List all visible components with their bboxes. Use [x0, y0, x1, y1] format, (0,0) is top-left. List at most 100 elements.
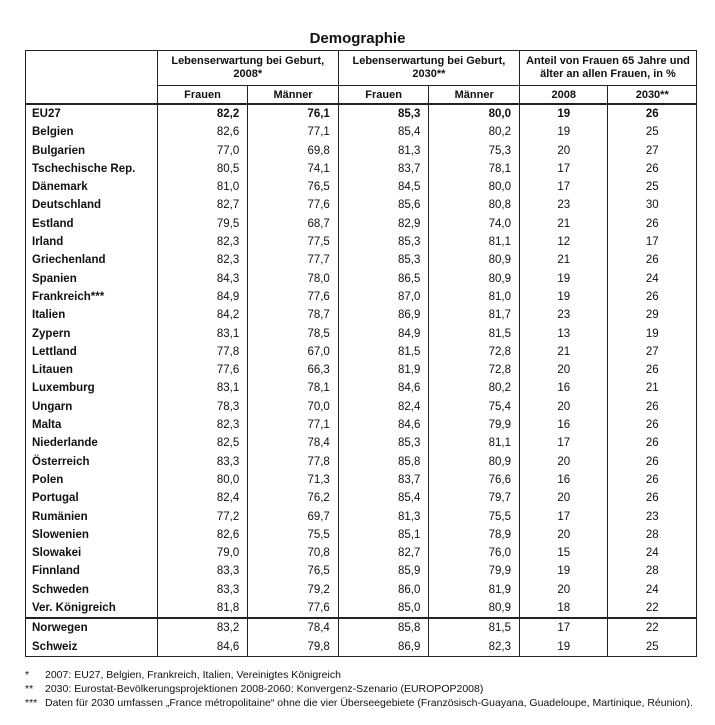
value-cell: 81,8: [156, 599, 249, 619]
country-cell: Bulgarien: [25, 141, 158, 160]
value-cell: 83,2: [156, 617, 249, 638]
value-cell: 27: [607, 342, 697, 362]
value-cell: 21: [518, 251, 609, 270]
table-row: Deutschland 82,7 77,6 85,6 80,8 23 30: [25, 196, 697, 215]
value-cell: 80,8: [428, 196, 520, 215]
value-cell: 69,8: [247, 141, 339, 160]
value-cell: 85,9: [337, 562, 430, 581]
value-cell: 25: [607, 637, 697, 657]
table-row: Niederlande 82,5 78,4 85,3 81,1 17 26: [25, 434, 697, 453]
value-cell: 77,6: [156, 361, 249, 380]
value-cell: 80,9: [428, 251, 520, 270]
table-row: Ver. Königreich 81,8 77,6 85,0 80,9 18 22: [25, 599, 697, 619]
value-cell: 26: [607, 416, 697, 435]
value-cell: 78,4: [247, 434, 339, 453]
value-cell: 81,0: [156, 178, 249, 197]
value-cell: 84,6: [337, 416, 430, 435]
value-cell: 78,4: [247, 617, 339, 638]
value-cell: 13: [518, 324, 609, 343]
country-cell: Estland: [25, 214, 158, 234]
value-cell: 81,0: [428, 287, 520, 307]
value-cell: 84,3: [156, 269, 249, 288]
value-cell: 70,0: [247, 397, 339, 417]
value-cell: 21: [607, 379, 697, 398]
country-cell: Ver. Königreich: [25, 599, 158, 619]
subheader-women-2008: Frauen: [156, 85, 249, 105]
value-cell: 75,3: [428, 141, 520, 160]
value-cell: 81,5: [337, 342, 430, 362]
value-cell: 86,9: [337, 637, 430, 657]
country-cell: Ungarn: [25, 397, 158, 417]
value-cell: 84,2: [156, 306, 249, 325]
value-cell: 77,1: [247, 416, 339, 435]
value-cell: 82,3: [156, 416, 249, 435]
table-row: Belgien 82,6 77,1 85,4 80,2 19 25: [25, 123, 697, 142]
value-cell: 24: [607, 544, 697, 563]
value-cell: 21: [518, 342, 609, 362]
value-cell: 16: [518, 470, 609, 490]
value-cell: 84,6: [156, 637, 249, 657]
country-cell: Lettland: [25, 342, 158, 362]
value-cell: 78,9: [428, 525, 520, 545]
value-cell: 20: [518, 397, 609, 417]
value-cell: 78,5: [247, 324, 339, 343]
value-cell: 29: [607, 306, 697, 325]
header-women-65-share: Anteil von Frauen 65 Jahre und älter an …: [518, 50, 698, 86]
footnote: ** 2030: Eurostat-Bevölkerungsprojektione…: [25, 683, 484, 695]
value-cell: 76,2: [247, 489, 339, 508]
footnote: *** Daten für 2030 umfassen „France métro…: [25, 697, 693, 709]
value-cell: 17: [518, 178, 609, 197]
value-cell: 79,8: [247, 637, 339, 657]
value-cell: 72,8: [428, 361, 520, 380]
table-row: Frankreich*** 84,9 77,6 87,0 81,0 19 26: [25, 287, 697, 307]
value-cell: 84,5: [337, 178, 430, 197]
value-cell: 76,6: [428, 470, 520, 490]
value-cell: 26: [607, 159, 697, 179]
value-cell: 20: [518, 452, 609, 471]
table-row: Spanien 84,3 78,0 86,5 80,9 19 24: [25, 269, 697, 288]
country-cell: Rumänien: [25, 507, 158, 526]
country-cell: Finnland: [25, 562, 158, 581]
value-cell: 22: [607, 599, 697, 619]
value-cell: 20: [518, 361, 609, 380]
value-cell: 85,3: [337, 233, 430, 252]
country-cell: Luxemburg: [25, 379, 158, 398]
value-cell: 82,2: [156, 102, 249, 124]
value-cell: 74,0: [428, 214, 520, 234]
value-cell: 80,0: [428, 102, 520, 124]
value-cell: 86,0: [337, 580, 430, 600]
value-cell: 20: [518, 580, 609, 600]
value-cell: 68,7: [247, 214, 339, 234]
value-cell: 76,1: [247, 102, 339, 124]
value-cell: 77,2: [156, 507, 249, 526]
table-row: Norwegen 83,2 78,4 85,8 81,5 17 22: [25, 617, 697, 638]
value-cell: 83,1: [156, 324, 249, 343]
table-row: Irland 82,3 77,5 85,3 81,1 12 17: [25, 233, 697, 252]
country-header-cell: [25, 50, 158, 105]
country-cell: EU27: [25, 102, 158, 124]
value-cell: 85,3: [337, 102, 430, 124]
value-cell: 26: [607, 489, 697, 508]
value-cell: 76,0: [428, 544, 520, 563]
country-cell: Polen: [25, 470, 158, 490]
value-cell: 82,5: [156, 434, 249, 453]
value-cell: 81,5: [428, 324, 520, 343]
table-row: EU27 82,2 76,1 85,3 80,0 19 26: [25, 102, 697, 124]
country-cell: Griechenland: [25, 251, 158, 270]
value-cell: 80,5: [156, 159, 249, 179]
value-cell: 83,3: [156, 580, 249, 600]
value-cell: 77,0: [156, 141, 249, 160]
value-cell: 84,6: [337, 379, 430, 398]
value-cell: 17: [518, 507, 609, 526]
value-cell: 78,1: [428, 159, 520, 179]
value-cell: 81,1: [428, 434, 520, 453]
value-cell: 17: [518, 159, 609, 179]
table-row: Luxemburg 83,1 78,1 84,6 80,2 16 21: [25, 379, 697, 398]
value-cell: 76,5: [247, 562, 339, 581]
value-cell: 26: [607, 287, 697, 307]
table-row: Ungarn 78,3 70,0 82,4 75,4 20 26: [25, 397, 697, 417]
value-cell: 81,1: [428, 233, 520, 252]
value-cell: 26: [607, 361, 697, 380]
value-cell: 80,9: [428, 269, 520, 288]
country-cell: Frankreich***: [25, 287, 158, 307]
